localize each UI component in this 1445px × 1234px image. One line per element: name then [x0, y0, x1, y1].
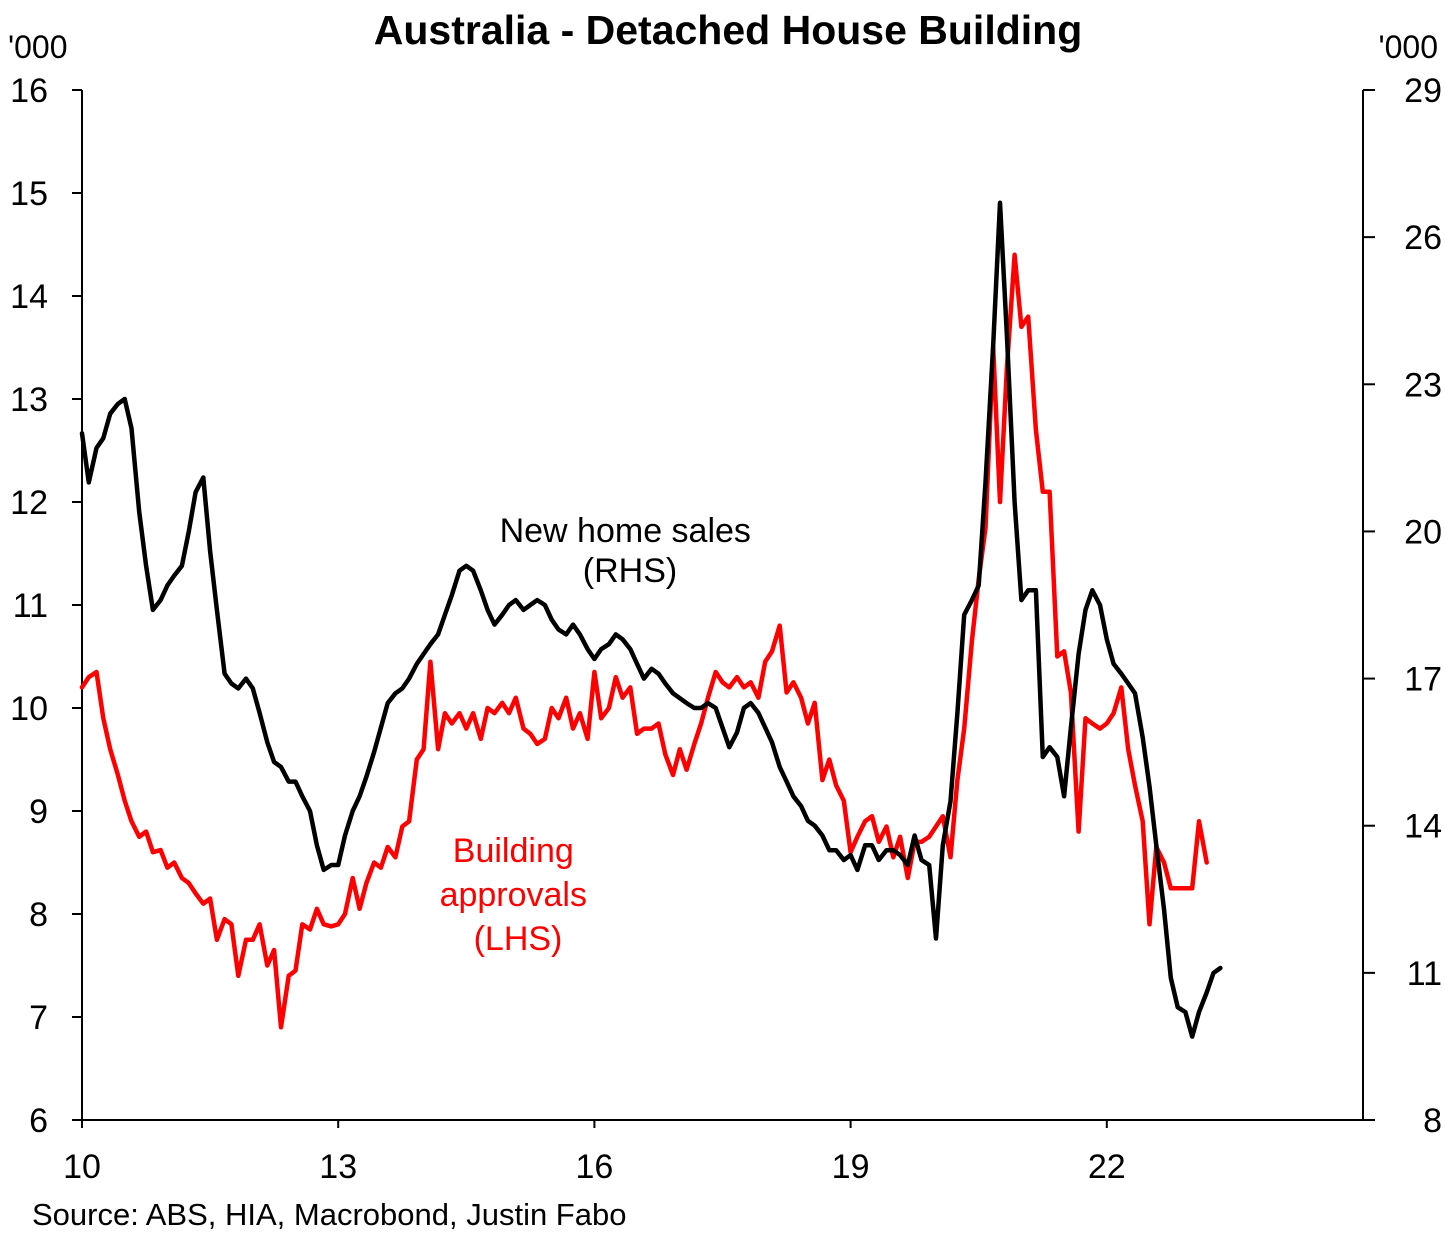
right-tick-label: 26: [1404, 219, 1442, 257]
right-axis-unit: '000: [1379, 29, 1439, 65]
approvals-annotation-line-3: (LHS): [474, 920, 563, 958]
series-layer: [79, 200, 1223, 1039]
left-tick-label: 9: [29, 793, 48, 831]
left-tick-label: 16: [10, 72, 48, 110]
sales-annotation-line-1: New home sales: [500, 512, 751, 550]
right-tick-label: 29: [1404, 72, 1442, 110]
left-tick-label: 7: [29, 999, 48, 1037]
approvals-annotation-line-1: Building: [453, 832, 574, 870]
left-tick-label: 12: [10, 484, 48, 522]
left-axis-ticks: 6 7 8 9 10 11 12 13 14 15 16: [10, 72, 82, 1140]
x-tick-label: 19: [832, 1148, 870, 1186]
right-axis-ticks: 8 11 14 17 20 23 26 29: [1363, 72, 1442, 1140]
x-tick-label: 13: [319, 1148, 357, 1186]
x-tick-label: 22: [1088, 1148, 1126, 1186]
approvals-annotation: Building approvals (LHS): [440, 832, 597, 958]
x-axis-ticks: 10 13 16 19 22: [63, 1120, 1126, 1186]
left-tick-label: 14: [10, 278, 48, 316]
chart-title: Australia - Detached House Building: [374, 7, 1083, 53]
source-note: Source: ABS, HIA, Macrobond, Justin Fabo: [32, 1197, 626, 1232]
right-tick-label: 17: [1404, 661, 1442, 699]
approvals-annotation-line-2: approvals: [440, 876, 587, 914]
right-tick-label: 8: [1423, 1102, 1442, 1140]
x-tick-label: 10: [63, 1148, 101, 1186]
left-tick-label: 10: [10, 690, 48, 728]
left-tick-label: 6: [29, 1102, 48, 1140]
left-tick-label: 15: [10, 175, 48, 213]
x-tick-label: 16: [575, 1148, 613, 1186]
right-tick-label: 20: [1404, 513, 1442, 551]
left-tick-label: 13: [10, 381, 48, 419]
sales-annotation: New home sales (RHS): [500, 512, 761, 590]
right-tick-label: 23: [1404, 366, 1442, 404]
left-axis-unit: '000: [8, 29, 68, 65]
series-line-building-approvals: [79, 252, 1209, 1030]
right-tick-label: 11: [1407, 955, 1442, 993]
left-tick-label: 8: [29, 896, 48, 934]
sales-annotation-line-2: (RHS): [583, 552, 677, 590]
left-tick-label: 11: [13, 587, 48, 625]
series-line-new-home-sales: [79, 200, 1223, 1039]
right-tick-label: 14: [1404, 808, 1442, 846]
